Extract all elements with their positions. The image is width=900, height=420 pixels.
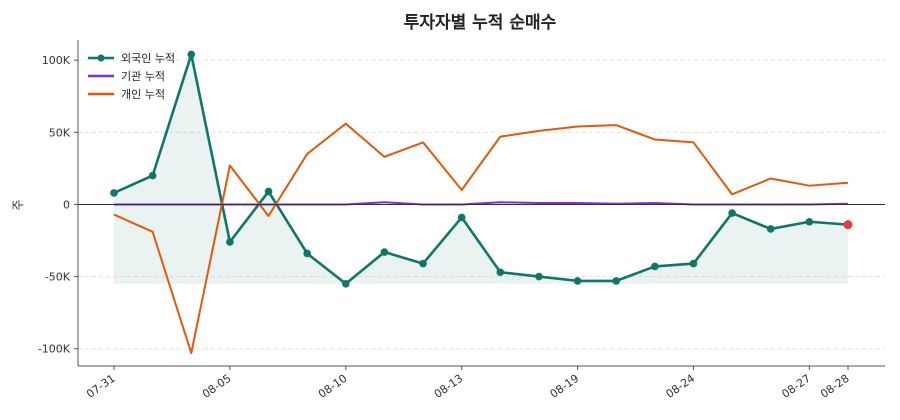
area-fill: [114, 54, 848, 284]
y-tick-label: 0: [63, 198, 70, 211]
y-tick-label: -100K: [38, 343, 71, 356]
data-point: [341, 279, 350, 288]
data-point: [226, 238, 234, 246]
legend-marker: [97, 54, 105, 62]
data-point: [303, 249, 311, 258]
data-point: [535, 272, 543, 281]
data-point: [457, 213, 466, 222]
grid-lines: [78, 59, 885, 350]
data-point: [766, 225, 775, 233]
legend-label: 개인 누적: [121, 88, 165, 101]
x-tick-label: 08-27: [779, 372, 813, 401]
x-tick-label: 08-28: [818, 372, 852, 401]
foreign-cumulative-line: [113, 53, 849, 286]
data-point: [110, 189, 118, 197]
data-point: [380, 248, 389, 256]
x-tick-label: 07-31: [84, 372, 118, 401]
data-point: [805, 217, 814, 226]
data-point: [419, 259, 427, 268]
chart-title: 투자자별 누적 순매수: [404, 13, 557, 33]
foreign-fill-area: [114, 54, 848, 284]
legend-label: 외국인 누적: [121, 52, 175, 65]
y-tick-label: 100K: [42, 54, 71, 67]
data-point: [728, 209, 736, 217]
y-tick-label: 50K: [49, 126, 71, 139]
data-point: [651, 262, 659, 271]
data-point: [264, 187, 273, 196]
data-point: [612, 277, 621, 285]
x-tick-label: 08-13: [432, 372, 466, 401]
axes: [74, 40, 885, 370]
individual-cumulative-line: [113, 122, 849, 355]
y-tick-label: -50K: [45, 271, 71, 284]
series-markers: [110, 50, 853, 288]
y-axis-label: 주: [11, 199, 25, 210]
series-lines: [113, 53, 849, 355]
x-tick-label: 08-19: [548, 372, 582, 401]
data-point: [496, 268, 505, 277]
data-point: [573, 277, 582, 285]
x-tick-label: 08-05: [200, 372, 234, 401]
last-data-point: [843, 220, 853, 230]
data-point: [148, 171, 157, 180]
x-tick-label: 08-10: [316, 372, 350, 401]
legend-label: 기관 누적: [121, 70, 165, 83]
data-point: [187, 50, 196, 59]
x-tick-label: 08-24: [664, 372, 698, 401]
data-point: [689, 259, 698, 268]
